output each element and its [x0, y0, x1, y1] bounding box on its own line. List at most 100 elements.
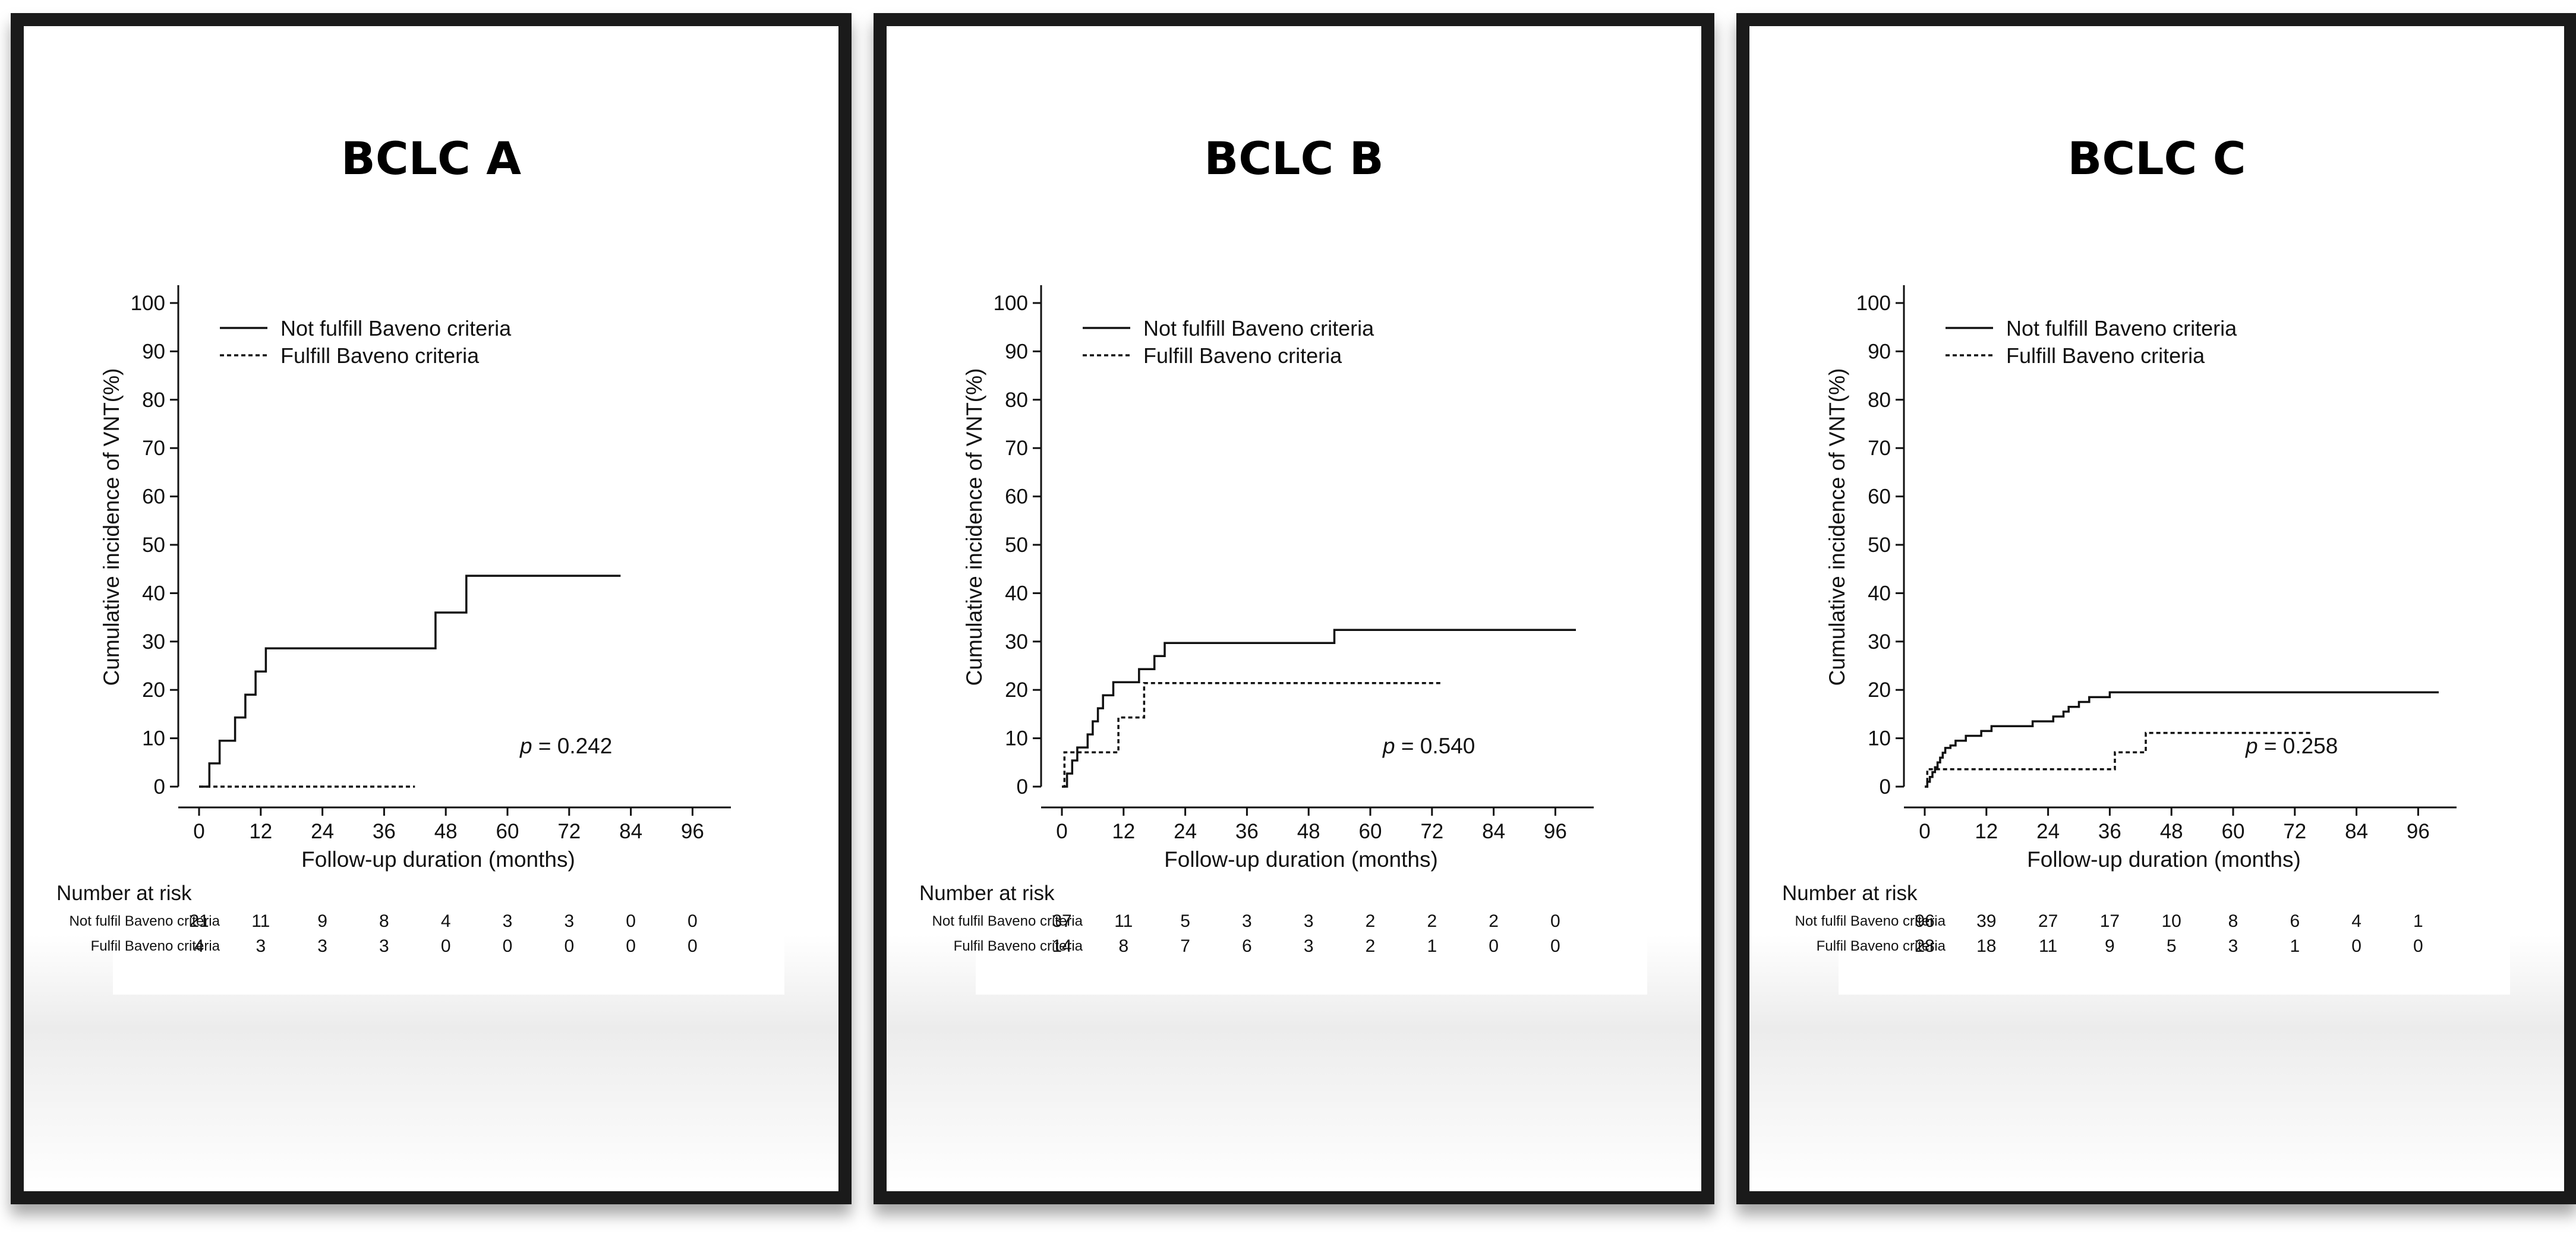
y-tick-label: 0 [1880, 775, 1891, 799]
risk-count: 2 [1366, 911, 1376, 931]
x-tick-label: 72 [2283, 820, 2306, 843]
risk-count: 3 [1304, 911, 1314, 931]
risk-count: 11 [2039, 936, 2057, 956]
x-tick-label: 48 [1297, 820, 1320, 843]
y-tick-label: 100 [1856, 292, 1891, 315]
series-line-fulfill [1062, 682, 1443, 788]
y-tick-label: 0 [154, 775, 165, 799]
x-tick-label: 12 [1112, 820, 1135, 843]
panel-bclc-c: BCLC C 0 10 20 30 40 50 60 70 80 90 100 0 12 24 36 48 60… [1736, 13, 2576, 1204]
chart-title: BCLC A [340, 132, 522, 185]
risk-count: 8 [1118, 936, 1128, 956]
x-tick-label: 36 [1235, 820, 1259, 843]
risk-count: 2 [1366, 936, 1376, 956]
x-tick-label: 48 [2160, 820, 2183, 843]
y-tick-label: 50 [1868, 534, 1891, 557]
risk-count: 6 [1242, 936, 1252, 956]
risk-count: 37 [1052, 911, 1071, 931]
x-tick-label: 84 [1482, 820, 1505, 843]
y-axis-title: Cumulative incidence of VNT(%) [962, 368, 986, 686]
risk-count: 28 [1915, 936, 1934, 956]
y-tick-label: 20 [1868, 678, 1891, 702]
risk-count: 11 [251, 911, 270, 931]
risk-count: 1 [1427, 936, 1437, 956]
risk-count: 8 [379, 911, 389, 931]
risk-table-title: Number at risk [919, 882, 1055, 905]
risk-count: 18 [1976, 936, 1996, 956]
y-tick-label: 90 [1005, 340, 1028, 363]
risk-row-label: Not fulfil Baveno criteria [70, 913, 220, 929]
risk-count: 9 [2105, 936, 2115, 956]
risk-count: 0 [1489, 936, 1499, 956]
y-tick-label: 60 [1005, 485, 1028, 509]
risk-count: 5 [1180, 911, 1190, 931]
risk-count: 0 [564, 936, 574, 956]
p-value-text: = 0.540 [1395, 734, 1475, 758]
y-tick-label: 30 [142, 630, 165, 654]
x-tick-label: 96 [1544, 820, 1567, 843]
risk-count: 21 [189, 911, 209, 931]
series-line-not-fulfill [199, 575, 621, 788]
series-line-not-fulfill [1062, 629, 1576, 788]
x-tick-label: 24 [2036, 820, 2060, 843]
risk-count: 0 [2413, 936, 2423, 956]
risk-count: 96 [1915, 911, 1934, 931]
x-tick-label: 84 [619, 820, 642, 843]
risk-count: 6 [2290, 911, 2300, 931]
risk-count: 0 [626, 911, 636, 931]
chart-title: BCLC C [2067, 132, 2246, 185]
panel-bclc-a: BCLC A 0 10 20 30 40 50 60 70 80 90 100 0 12 24 36 48 60… [11, 13, 852, 1204]
y-tick-label: 20 [142, 678, 165, 702]
x-tick-label: 60 [1359, 820, 1382, 843]
risk-count: 1 [2413, 911, 2423, 931]
y-tick-label: 50 [1005, 534, 1028, 557]
x-tick-label: 36 [373, 820, 396, 843]
y-tick-label: 0 [1017, 775, 1028, 799]
risk-count: 2 [1489, 911, 1499, 931]
x-tick-label: 72 [1420, 820, 1443, 843]
x-axis-title: Follow-up duration (months) [1164, 847, 1438, 872]
y-tick-label: 40 [1005, 582, 1028, 605]
x-tick-label: 12 [1975, 820, 1998, 843]
risk-count: 4 [441, 911, 451, 931]
x-tick-label: 24 [311, 820, 334, 843]
risk-count: 4 [194, 936, 204, 956]
x-tick-label: 72 [557, 820, 581, 843]
risk-row-label: Not fulfil Baveno criteria [932, 913, 1083, 929]
risk-count: 3 [379, 936, 389, 956]
y-tick-label: 60 [142, 485, 165, 509]
y-axis-title: Cumulative incidence of VNT(%) [99, 368, 124, 686]
risk-count: 10 [2162, 911, 2181, 931]
x-tick-label: 96 [681, 820, 704, 843]
risk-table-title: Number at risk [1782, 882, 1918, 905]
y-tick-label: 30 [1005, 630, 1028, 654]
y-tick-label: 70 [1868, 437, 1891, 460]
y-tick-label: 100 [131, 292, 165, 315]
risk-count: 3 [2228, 936, 2238, 956]
y-tick-label: 10 [1868, 727, 1891, 750]
p-value-text: = 0.258 [2258, 734, 2338, 758]
y-tick-label: 10 [142, 727, 165, 750]
risk-count: 0 [1550, 936, 1560, 956]
risk-count: 9 [317, 911, 327, 931]
risk-count: 3 [256, 936, 266, 956]
risk-table-title: Number at risk [56, 882, 192, 905]
p-value-annotation: p = 0.540 [1382, 734, 1475, 758]
risk-count: 0 [626, 936, 636, 956]
x-tick-label: 84 [2345, 820, 2368, 843]
risk-count: 8 [2228, 911, 2238, 931]
y-tick-label: 80 [1005, 389, 1028, 412]
risk-count: 3 [1242, 911, 1252, 931]
risk-row-label: Fulfil Baveno criteria [91, 938, 220, 954]
x-tick-label: 24 [1174, 820, 1197, 843]
p-value-text: = 0.242 [532, 734, 613, 758]
risk-count: 17 [2100, 911, 2120, 931]
risk-row-label: Not fulfil Baveno criteria [1795, 913, 1946, 929]
x-tick-label: 60 [2222, 820, 2245, 843]
plot-background [1839, 276, 2510, 995]
x-tick-label: 0 [193, 820, 204, 843]
legend-label: Not fulfill Baveno criteria [2006, 316, 2237, 340]
risk-count: 0 [688, 936, 698, 956]
risk-count: 5 [2167, 936, 2177, 956]
x-tick-label: 0 [1919, 820, 1930, 843]
